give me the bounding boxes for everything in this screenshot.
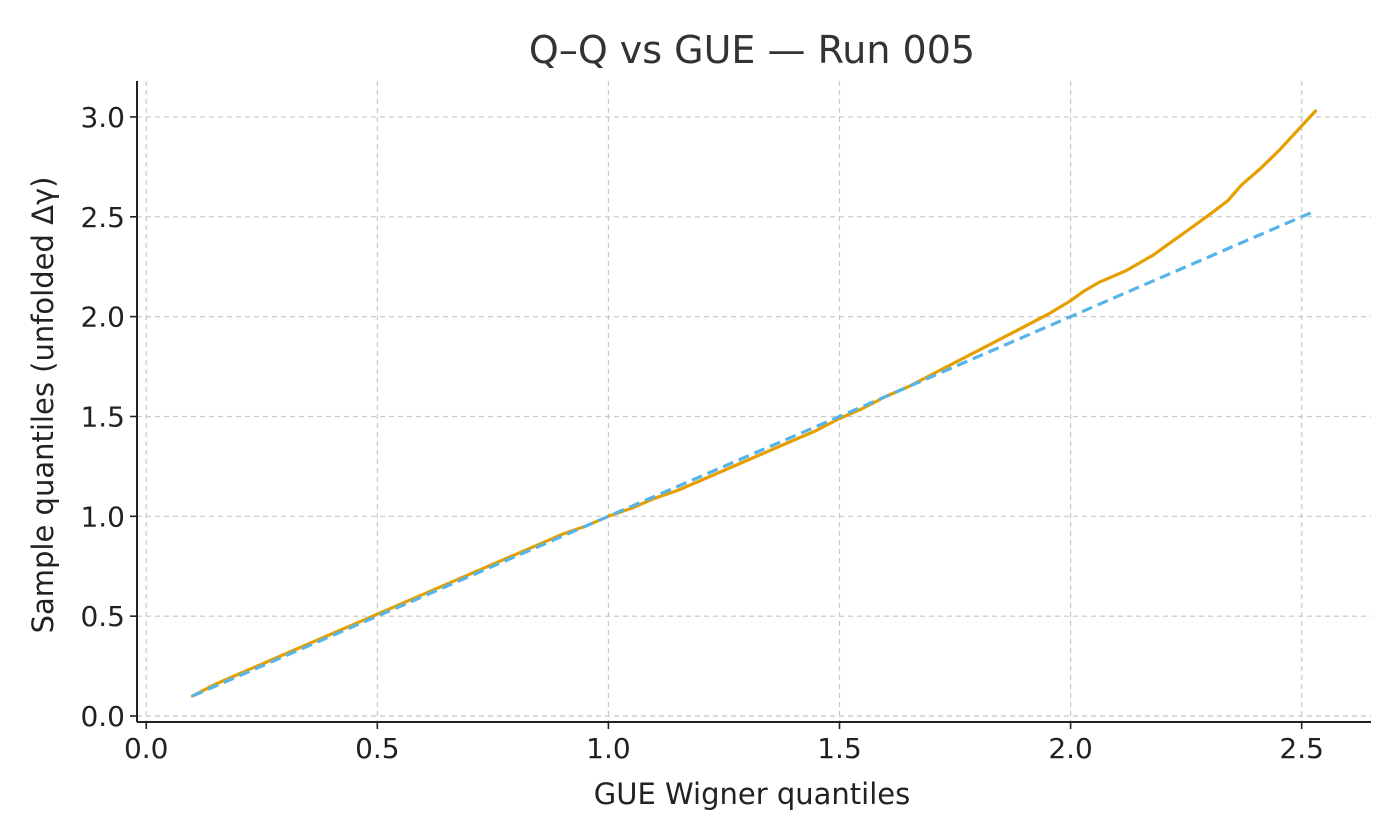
x-tick-label: 1.5	[817, 732, 862, 765]
y-tick-label: 0.5	[80, 600, 125, 633]
y-axis-label: Sample quantiles (unfolded Δγ)	[26, 177, 60, 634]
x-tick-label: 0.5	[355, 732, 400, 765]
y-tick-label: 1.5	[80, 400, 125, 433]
series-layer	[190, 109, 1318, 698]
x-axis-label: GUE Wigner quantiles	[594, 777, 910, 811]
ticks: 0.0 0.5 1.0 1.5 2.0 2.5 0.0 0.5 1.0 1.5 2.0 2.5 3.0	[80, 101, 1323, 765]
sample-quantiles-series	[190, 109, 1318, 698]
grid	[137, 81, 1371, 722]
reference-line-series	[191, 209, 1317, 698]
y-tick-label: 1.0	[80, 500, 125, 533]
x-tick-label: 0.0	[124, 732, 169, 765]
y-tick-label: 3.0	[80, 101, 125, 134]
chart-title: Q–Q vs GUE — Run 005	[529, 28, 975, 72]
axes	[136, 81, 1371, 723]
x-tick-label: 2.0	[1048, 732, 1093, 765]
x-tick-label: 2.5	[1279, 732, 1324, 765]
y-tick-label: 2.5	[80, 201, 125, 234]
x-tick-label: 1.0	[586, 732, 631, 765]
y-tick-label: 0.0	[80, 700, 125, 733]
y-tick-label: 2.0	[80, 301, 125, 334]
